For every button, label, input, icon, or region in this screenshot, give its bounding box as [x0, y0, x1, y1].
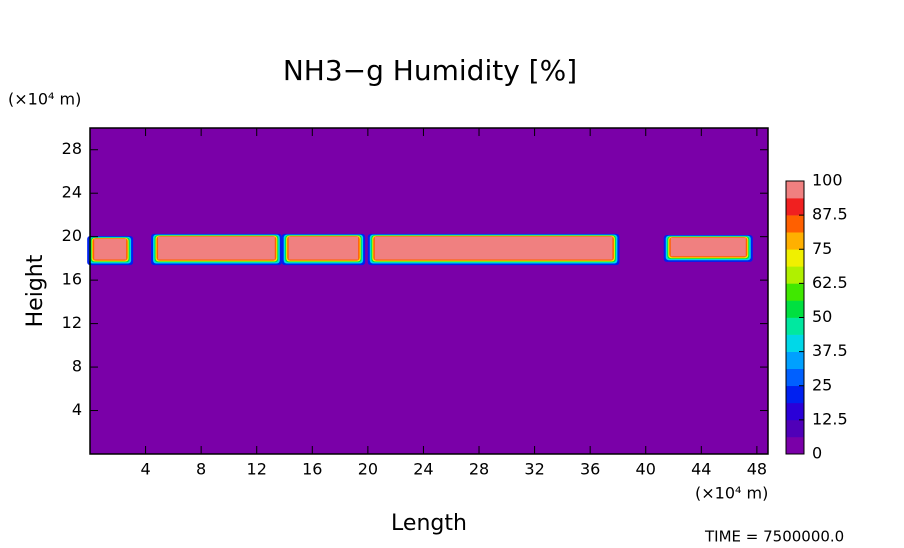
x-tick-label: 40 — [636, 460, 656, 479]
y-tick-label: 8 — [72, 357, 82, 376]
x-tick-label: 16 — [302, 460, 322, 479]
y-tick-label: 16 — [62, 270, 82, 289]
x-tick-label: 44 — [691, 460, 711, 479]
y-tick-label: 12 — [62, 313, 82, 332]
field-background — [90, 128, 768, 454]
colorbar-swatch — [786, 198, 804, 216]
x-tick-label: 8 — [196, 460, 206, 479]
colorbar-swatch — [786, 402, 804, 421]
colorbar-tick-label: 100 — [812, 171, 843, 190]
colorbar-swatch — [786, 283, 804, 301]
colorbar-tick-label: 87.5 — [812, 205, 848, 224]
y-tick-label: 20 — [62, 226, 82, 245]
humid-region — [367, 233, 620, 266]
colorbar-tick-label: 12.5 — [812, 409, 848, 428]
y-unit: (×10⁴ m) — [8, 90, 81, 109]
region-core — [158, 236, 275, 260]
colorbar-swatch — [786, 368, 804, 387]
colorbar-tick-label: 37.5 — [812, 341, 848, 360]
x-tick-label: 36 — [580, 460, 600, 479]
colorbar-swatch — [786, 181, 804, 199]
colorbar-swatch — [786, 232, 804, 250]
colorbar-swatch — [786, 436, 804, 455]
region-core — [374, 236, 613, 260]
humid-region — [663, 234, 753, 262]
region-core — [94, 238, 127, 260]
y-axis-label: Height — [23, 254, 48, 327]
colorbar-tick-label: 0 — [812, 444, 822, 463]
region-core — [670, 237, 746, 257]
humid-region — [281, 233, 366, 266]
colorbar-swatch — [786, 249, 804, 267]
colorbar-tick-label: 50 — [812, 307, 832, 326]
colorbar-tick-label: 25 — [812, 375, 832, 394]
x-unit: (×10⁴ m) — [695, 484, 768, 503]
colorbar-swatch — [786, 215, 804, 233]
colorbar-swatch — [786, 351, 804, 369]
colorbar-swatch — [786, 300, 804, 318]
x-tick-label: 28 — [469, 460, 489, 479]
plot-frame — [89, 127, 769, 455]
x-tick-label: 32 — [524, 460, 544, 479]
y-tick-label: 4 — [72, 400, 82, 419]
humid-region — [87, 236, 134, 266]
x-tick-label: 24 — [413, 460, 433, 479]
footer: TIME = 7500000.0 — [704, 528, 844, 545]
colorbar-tick-label: 75 — [812, 239, 832, 258]
region-core — [288, 236, 359, 260]
humid-region — [151, 233, 282, 266]
colorbar-swatch — [786, 317, 804, 335]
colorbar-swatch — [786, 334, 804, 352]
y-tick-label: 28 — [62, 139, 82, 158]
y-tick-label: 24 — [62, 183, 82, 202]
x-tick-label: 12 — [247, 460, 267, 479]
x-tick-label: 20 — [358, 460, 378, 479]
x-tick-label: 4 — [140, 460, 150, 479]
colorbar-swatch — [786, 419, 804, 438]
colorbar-swatch — [786, 266, 804, 284]
colorbar-swatch — [786, 385, 804, 404]
x-tick-label: 48 — [747, 460, 767, 479]
x-axis-label: Length — [391, 511, 467, 536]
chart-title: NH3−g Humidity [%] — [283, 54, 577, 87]
colorbar-tick-label: 62.5 — [812, 273, 848, 292]
